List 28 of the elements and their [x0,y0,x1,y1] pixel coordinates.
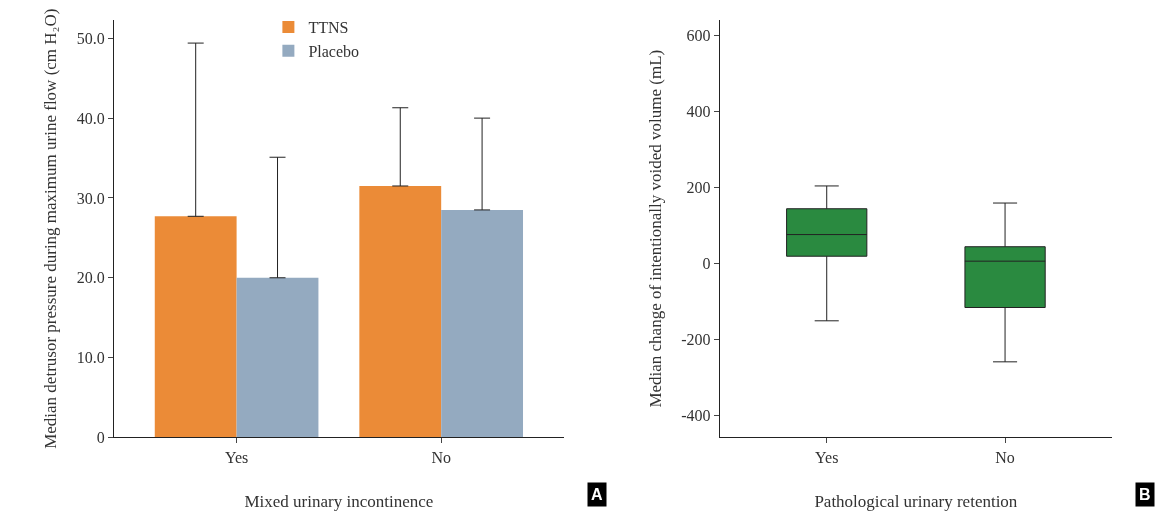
y-tick-label: 400 [686,103,711,121]
y-tick-label: 50.0 [76,29,105,47]
y-tick-label: 0 [96,429,105,447]
x-tick-label: Yes [224,448,249,466]
bar [154,216,237,438]
bar [236,277,319,438]
bar [441,209,524,438]
x-tick-label: No [431,448,451,466]
y-tick-label: 200 [686,179,711,197]
y-axis-title: Median detrusor pressure during maximum urine flow (cm H₂O) [41,8,61,449]
y-tick-label: 0 [702,255,711,273]
y-tick-label: -400 [681,407,711,425]
y-tick-label: 30.0 [76,189,105,207]
legend-label: Placebo [308,42,360,60]
y-axis-title: Median change of intentionally voided volume (mL) [645,49,665,408]
y-tick-label: 20.0 [76,269,105,287]
x-axis-title: Mixed urinary incontinence [244,492,434,512]
text: A [591,486,603,503]
legend-label: TTNS [308,19,349,37]
y-tick-label: 600 [686,27,711,45]
bar [359,185,442,438]
x-axis-title: Pathological urinary retention [814,492,1018,512]
x-tick-label: No [995,448,1015,466]
y-tick-label: 40.0 [76,109,105,127]
text: B [1139,486,1151,503]
y-tick-label: 10.0 [76,349,105,367]
y-tick-label: -200 [681,331,711,349]
x-tick-label: Yes [815,448,839,466]
